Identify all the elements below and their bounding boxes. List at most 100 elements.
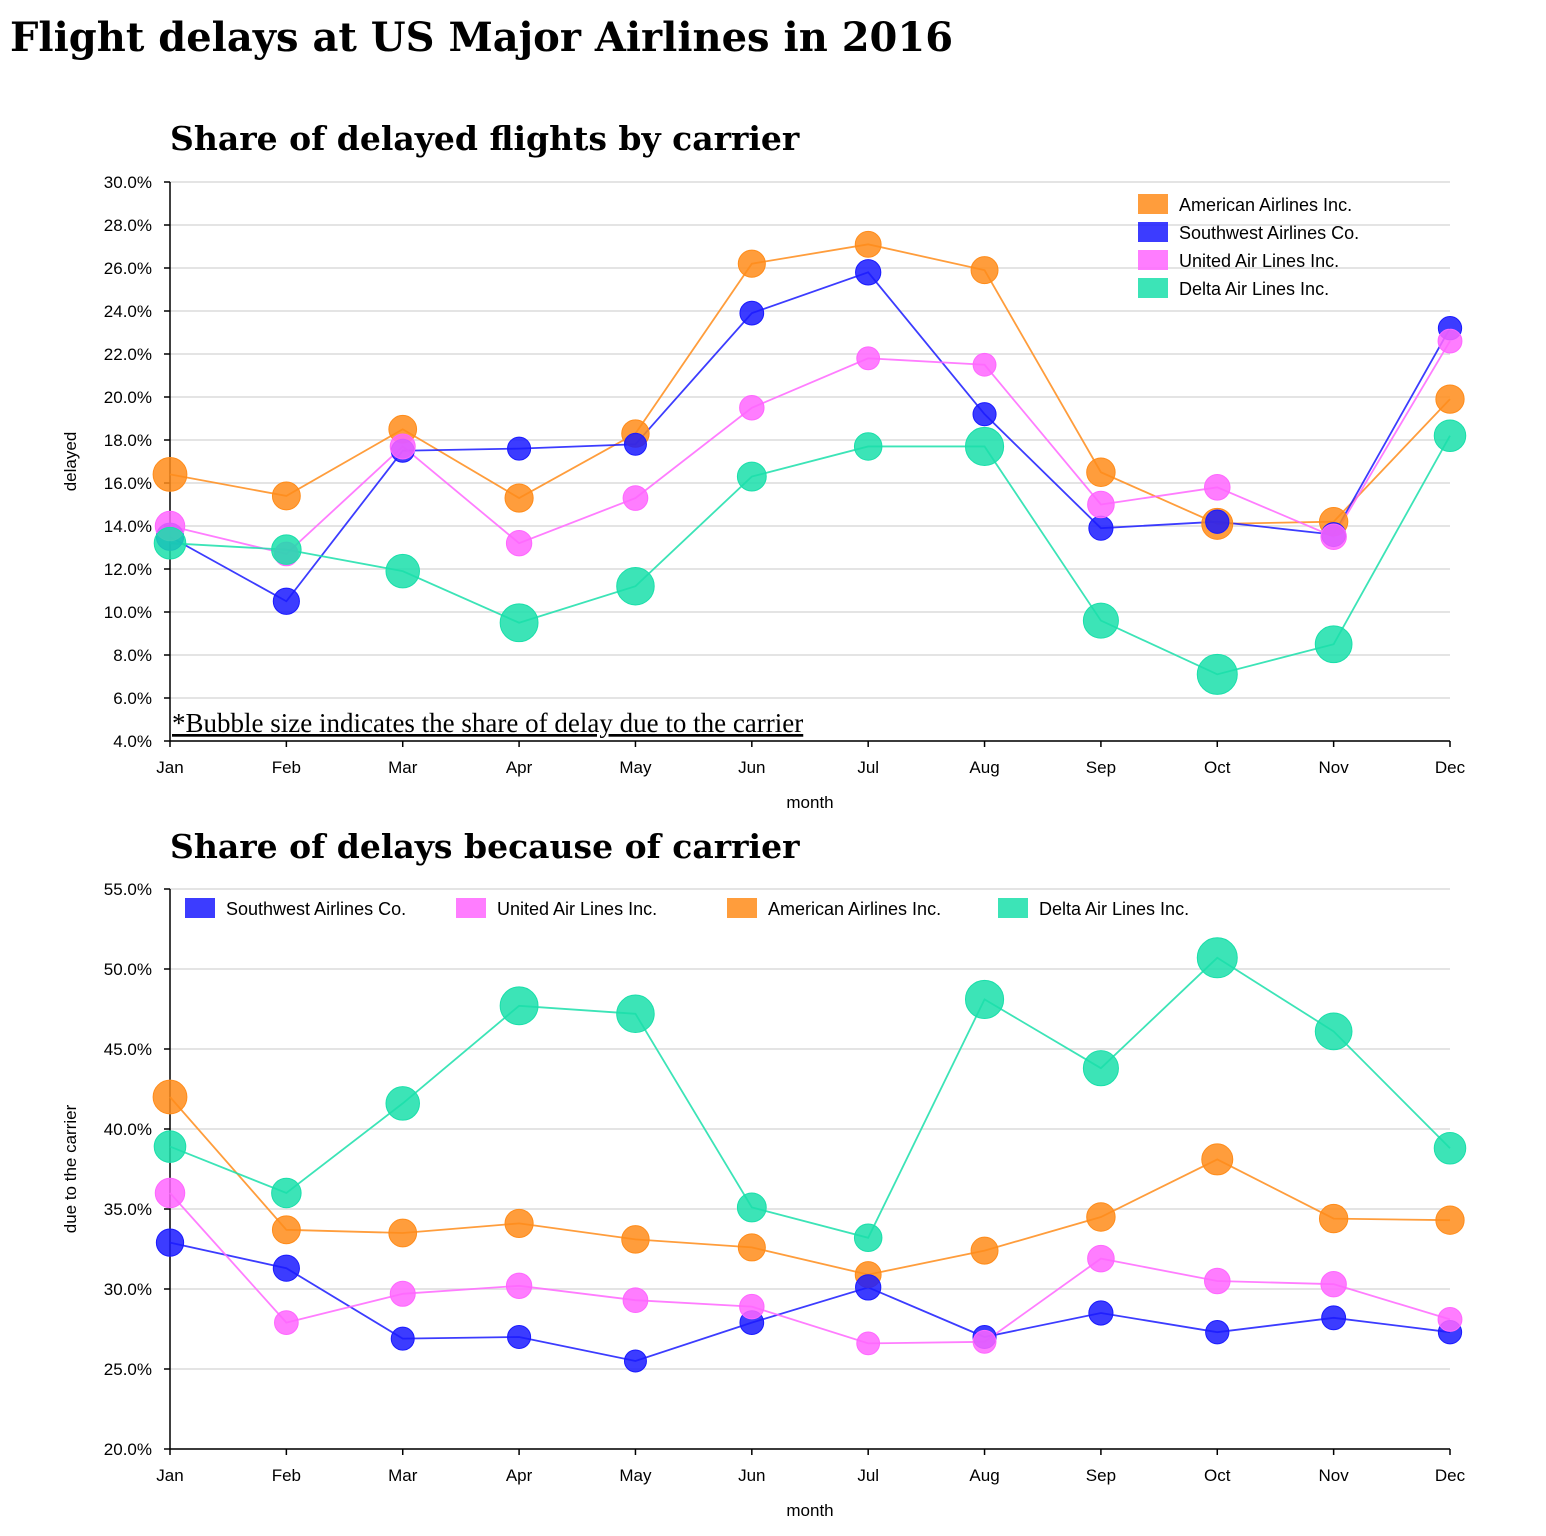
data-point-southwest-airlines-co (1088, 515, 1114, 541)
data-point-delta-air-lines-inc (1314, 1012, 1353, 1051)
x-tick-label: Feb (272, 1466, 301, 1485)
y-tick-label: 55.0% (104, 880, 152, 899)
data-point-united-air-lines-inc (1203, 1267, 1231, 1295)
data-point-delta-air-lines-inc (736, 461, 767, 492)
x-tick-label: Dec (1435, 758, 1466, 777)
data-point-american-airlines-inc (737, 249, 766, 278)
data-point-united-air-lines-inc (856, 346, 881, 371)
series-line-united-air-lines-inc (169, 1192, 1451, 1345)
x-tick-label: Apr (506, 758, 533, 777)
data-point-delta-air-lines-inc (271, 534, 302, 565)
data-point-united-air-lines-inc (1320, 523, 1347, 550)
chart-title: Share of delays because of carrier (170, 827, 800, 866)
data-point-united-air-lines-inc (389, 433, 416, 460)
y-axis-title: due to the carrier (61, 1104, 80, 1233)
series-line-southwest-airlines-co (169, 271, 1451, 603)
data-point-united-air-lines-inc (505, 1272, 533, 1299)
data-point-united-air-lines-inc (274, 1310, 299, 1335)
legend-swatch-delta-air-lines-inc (1138, 278, 1168, 298)
y-tick-label: 28.0% (104, 216, 152, 235)
data-point-united-air-lines-inc (154, 1177, 186, 1209)
data-point-delta-air-lines-inc (616, 994, 655, 1034)
data-point-united-air-lines-inc (1203, 474, 1231, 501)
y-tick-label: 8.0% (113, 646, 152, 665)
data-point-united-air-lines-inc (1437, 328, 1463, 354)
legend-label-american-airlines-inc: American Airlines Inc. (768, 899, 941, 919)
y-tick-label: 6.0% (113, 689, 152, 708)
series-line-delta-air-lines-inc (169, 435, 1451, 676)
y-tick-label: 50.0% (104, 960, 152, 979)
x-tick-label: Dec (1435, 1466, 1466, 1485)
data-point-american-airlines-inc (854, 230, 882, 258)
legend-swatch-american-airlines-inc (727, 898, 757, 918)
data-point-united-air-lines-inc (622, 485, 649, 511)
x-tick-label: Apr (506, 1466, 533, 1485)
y-tick-label: 24.0% (104, 302, 152, 321)
page-title: Flight delays at US Major Airlines in 20… (10, 14, 954, 61)
data-point-southwest-airlines-co (623, 432, 647, 456)
data-point-delta-air-lines-inc (153, 526, 187, 560)
data-point-delta-air-lines-inc (853, 1223, 883, 1253)
y-tick-label: 10.0% (104, 603, 152, 622)
data-point-united-air-lines-inc (972, 352, 997, 377)
y-tick-label: 30.0% (104, 173, 152, 192)
data-point-delta-air-lines-inc (853, 432, 883, 461)
data-point-southwest-airlines-co (507, 436, 532, 461)
legend: American Airlines Inc. Southwest Airlines… (1138, 194, 1359, 299)
data-point-southwest-airlines-co (972, 402, 997, 427)
x-tick-label: Jan (156, 758, 183, 777)
data-point-united-air-lines-inc (856, 1331, 881, 1356)
carrier-delay-share-chart: Share of delays because of carrier 20.0% 2… (61, 827, 1467, 1520)
data-point-american-airlines-inc (1435, 1205, 1465, 1235)
data-point-american-airlines-inc (504, 483, 534, 513)
legend: Southwest Airlines Co. United Air Lines I… (185, 898, 1189, 919)
data-point-american-airlines-inc (1086, 1202, 1116, 1232)
data-point-delta-air-lines-inc (1082, 1050, 1119, 1087)
data-point-southwest-airlines-co (1088, 1300, 1114, 1326)
y-tick-label: 22.0% (104, 345, 152, 364)
data-point-american-airlines-inc (1318, 1203, 1349, 1234)
series-line-united-air-lines-inc (169, 340, 1451, 555)
data-point-united-air-lines-inc (505, 530, 533, 557)
data-point-american-airlines-inc (1435, 384, 1465, 414)
data-point-united-air-lines-inc (1087, 1244, 1115, 1273)
data-point-american-airlines-inc (504, 1208, 534, 1238)
y-tick-label: 30.0% (104, 1280, 152, 1299)
y-tick-label: 20.0% (104, 388, 152, 407)
y-tick-label: 35.0% (104, 1200, 152, 1219)
data-point-southwest-airlines-co (507, 1324, 532, 1350)
data-point-united-air-lines-inc (1320, 1270, 1347, 1298)
data-point-southwest-airlines-co (623, 1349, 647, 1373)
data-point-delta-air-lines-inc (153, 1130, 187, 1163)
legend-label-american-airlines-inc: American Airlines Inc. (1179, 195, 1352, 215)
legend-label-united-air-lines-inc: United Air Lines Inc. (1179, 251, 1339, 271)
x-tick-label: Oct (1204, 1466, 1231, 1485)
y-axis-title: delayed (61, 432, 80, 492)
data-point-american-airlines-inc (737, 1233, 766, 1262)
data-point-united-air-lines-inc (1087, 490, 1115, 519)
data-point-delta-air-lines-inc (616, 566, 655, 606)
x-tick-label: Sep (1086, 758, 1116, 777)
legend-swatch-southwest-airlines-co (1138, 222, 1168, 242)
y-tick-label: 12.0% (104, 560, 152, 579)
data-point-southwest-airlines-co (1321, 1305, 1347, 1331)
data-point-delta-air-lines-inc (385, 1086, 420, 1121)
data-point-delta-air-lines-inc (964, 979, 1005, 1019)
data-point-southwest-airlines-co (739, 300, 765, 326)
data-point-american-airlines-inc (1086, 457, 1116, 487)
legend-label-delta-air-lines-inc: Delta Air Lines Inc. (1179, 279, 1329, 299)
data-point-southwest-airlines-co (155, 1228, 185, 1257)
y-tick-label: 26.0% (104, 259, 152, 278)
x-tick-label: Jan (156, 1466, 183, 1485)
data-point-delta-air-lines-inc (271, 1177, 302, 1209)
x-tick-label: Mar (388, 1466, 418, 1485)
data-point-delta-air-lines-inc (385, 553, 420, 589)
data-point-southwest-airlines-co (272, 1254, 300, 1282)
series-line-american-airlines-inc (169, 1096, 1451, 1276)
legend-swatch-american-airlines-inc (1138, 194, 1168, 214)
data-point-southwest-airlines-co (855, 1274, 882, 1301)
data-point-american-airlines-inc (1201, 1143, 1234, 1176)
data-point-american-airlines-inc (152, 457, 188, 492)
data-point-delta-air-lines-inc (1433, 419, 1467, 452)
legend-label-delta-air-lines-inc: Delta Air Lines Inc. (1039, 899, 1189, 919)
